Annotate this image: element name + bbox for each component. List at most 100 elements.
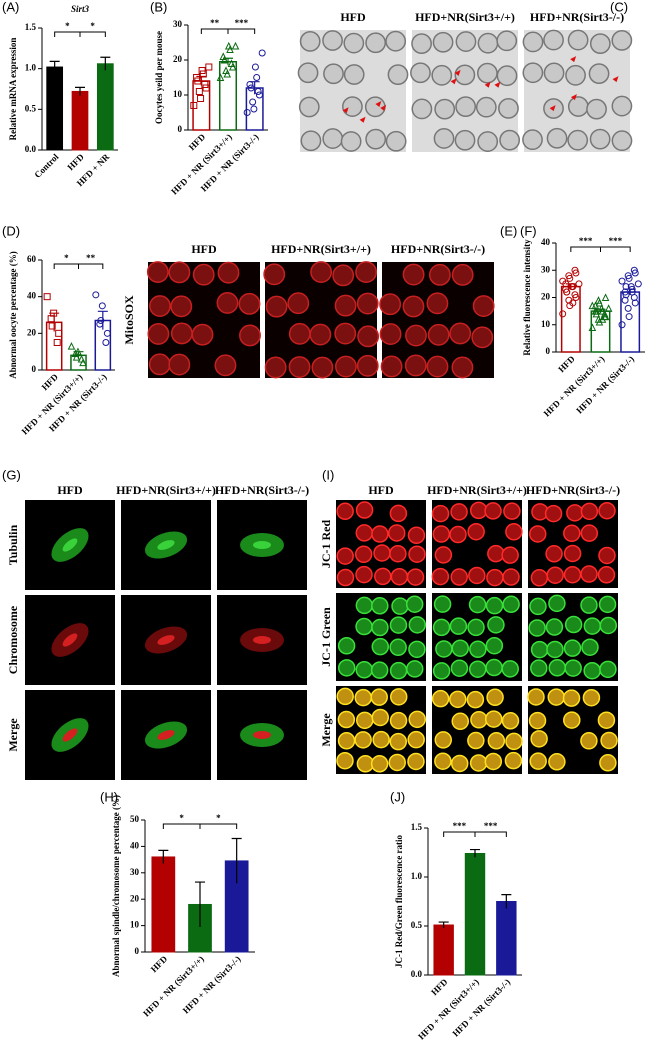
data-point [258, 49, 266, 57]
significance-label: * [216, 813, 221, 823]
arrowhead [375, 100, 382, 107]
oocyte [484, 752, 503, 771]
data-point [624, 272, 632, 280]
oocyte [216, 291, 239, 314]
column-label: HFD+NR(Sirt3+/+) [427, 483, 527, 497]
arrowhead [454, 69, 461, 76]
y-tick-label: 1.0 [411, 871, 423, 881]
y-tick-label: 30 [541, 264, 551, 274]
data-point [251, 63, 259, 71]
data-point [79, 358, 87, 367]
oocyte [387, 524, 406, 542]
oocyte [322, 30, 343, 51]
oocyte [374, 567, 392, 586]
oocyte [580, 524, 599, 542]
oocyte [428, 263, 451, 286]
oocyte [356, 292, 379, 315]
bar [433, 924, 454, 976]
data-point [254, 88, 262, 95]
oocyte [432, 525, 451, 543]
oocyte [563, 544, 582, 563]
oocyte [388, 753, 406, 772]
oocyte [580, 596, 598, 614]
data-point [197, 95, 205, 102]
oocyte [370, 661, 389, 679]
data-point [575, 280, 583, 288]
bar [151, 856, 176, 953]
panel-label: (A) [2, 0, 19, 14]
oocyte [297, 62, 319, 84]
oocyte [562, 689, 581, 707]
oocyte [600, 731, 618, 750]
oocyte [449, 690, 467, 709]
oocyte [611, 95, 633, 117]
y-tick-label: 40 [27, 291, 37, 301]
data-point [634, 280, 642, 288]
data-point [604, 304, 613, 312]
row-label: Chromosome [6, 605, 20, 674]
oocyte [370, 688, 388, 706]
oocyte [340, 131, 362, 152]
oocyte [563, 565, 582, 584]
error-bar [49, 312, 60, 332]
oocyte [582, 688, 601, 707]
oocyte [433, 128, 455, 149]
oocyte [323, 63, 344, 85]
error-bar [249, 81, 260, 95]
significance-bracket [200, 28, 229, 34]
cell-structure [253, 636, 271, 644]
oocyte [487, 544, 505, 563]
arrowhead [342, 107, 349, 114]
oocyte [611, 130, 633, 152]
oocyte [468, 595, 487, 614]
error-bar [501, 894, 512, 909]
oocyte [354, 688, 373, 707]
oocyte [336, 687, 354, 706]
oocyte [355, 524, 374, 542]
y-axis-label: Relative mRNA expression [8, 38, 18, 141]
data-point [246, 81, 254, 88]
oocyte [337, 732, 356, 750]
y-tick-label: 40 [130, 840, 140, 850]
significance-label: * [179, 813, 184, 823]
data-point [205, 63, 213, 71]
data-point [222, 66, 230, 74]
row-label: Merge [319, 713, 333, 747]
oocyte [431, 504, 450, 523]
row-label: JC-1 Red [319, 520, 333, 569]
y-tick-label: 30 [173, 19, 183, 29]
data-point [597, 304, 606, 312]
oocyte [389, 544, 407, 563]
column-label: HFD+NR(Sirt3-/-) [391, 242, 485, 256]
oocyte [565, 64, 586, 86]
column-label: HFD+NR(Sirt3+/+) [415, 10, 515, 24]
oocyte [407, 730, 425, 749]
oocyte [469, 754, 488, 772]
oocyte [355, 565, 373, 584]
arrowhead [494, 81, 501, 88]
oocyte [611, 30, 633, 51]
chart-title: Sirt3 [71, 4, 90, 14]
oocyte [451, 712, 470, 731]
oocyte [467, 731, 485, 750]
oocyte [371, 597, 389, 615]
significance-label: *** [579, 236, 593, 246]
oocyte [411, 98, 433, 120]
oocyte [214, 354, 237, 377]
y-tick-label: 20 [541, 292, 551, 302]
oocyte [544, 504, 563, 523]
error-bar [100, 56, 111, 71]
oocyte [170, 295, 193, 318]
y-tick-label: 30 [130, 867, 140, 877]
cell-structure [253, 731, 271, 739]
column-label: HFD [368, 483, 394, 497]
oocyte [543, 29, 564, 51]
y-tick-label: 10 [173, 89, 183, 99]
column-label: HFD [57, 483, 83, 497]
oocyte [434, 752, 452, 770]
oocyte [449, 525, 467, 544]
oocyte [586, 98, 607, 120]
y-tick-label: 20 [130, 893, 140, 903]
arrowhead [570, 56, 577, 63]
arrowhead [570, 94, 577, 101]
